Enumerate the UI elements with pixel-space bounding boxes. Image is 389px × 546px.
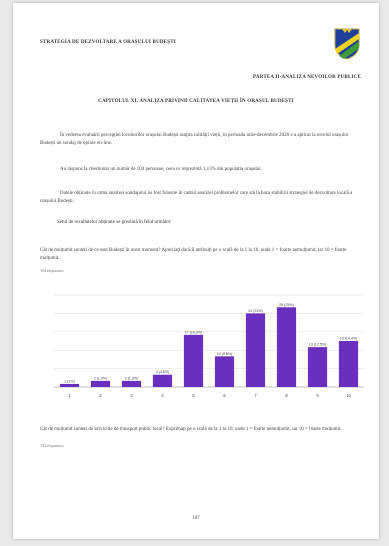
city-coat-of-arms-logo: [334, 28, 360, 60]
usage-paragraph: Datele obținute în urma analizei sondaju…: [40, 191, 353, 204]
bar: [245, 313, 266, 387]
bar-data-label: 10 (9,6%): [217, 352, 233, 356]
x-tick-label: 2: [99, 393, 102, 398]
bar: [214, 356, 235, 387]
bar-data-label: 4 (3,8%): [156, 370, 170, 374]
bar: [307, 347, 328, 387]
results-subheading: Setul de rezultatelor obținute se prezin…: [57, 220, 172, 225]
page-number: 107: [192, 516, 200, 521]
bar: [59, 383, 80, 387]
x-tick-label: 8: [285, 393, 288, 398]
bar: [338, 341, 359, 387]
chapter-title: CAPITOLUL XI. ANALIZA PRIVIND CALITATEA …: [98, 99, 294, 104]
bar-data-label: 26 (25%): [279, 303, 294, 307]
x-tick-label: 9: [316, 393, 319, 398]
bar-data-label: 24 (23%): [248, 309, 263, 313]
bar: [121, 380, 142, 387]
respondents-paragraph: Au răspuns la chestionar un număr de 104…: [60, 167, 262, 172]
question-2-text: Cât de mulțumit sunteți de serviciile de…: [40, 427, 342, 432]
header-title: STRATEGIA DE DEZVOLTARE A ORAȘULUI BUDEȘ…: [40, 40, 176, 45]
bar: [276, 307, 297, 387]
x-tick-label: 5: [192, 393, 195, 398]
section-title: PARTEA II-ANALIZA NEVOILOR PUBLICE: [253, 75, 361, 80]
bar-data-label: 17 (16,3%): [185, 330, 203, 334]
x-tick-label: 1: [68, 393, 71, 398]
bar: [90, 380, 111, 387]
question-2-responses: 104 răspunsuri: [40, 443, 64, 448]
bar-data-label: 2 (1,9%): [94, 376, 108, 380]
satisfaction-bar-chart: 1 (1%) 1 2 (1,9%) 2 2 (1,9%) 3 4 (3,8%) 4 17 (16…: [54, 294, 364, 398]
bar-data-label: 13 (12,5%): [309, 343, 327, 347]
document-page: STRATEGIA DE DEZVOLTARE A ORAȘULUI BUDEȘ…: [13, 3, 379, 539]
x-tick-label: 3: [130, 393, 133, 398]
x-tick-label: 6: [223, 393, 226, 398]
bar-data-label: 2 (1,9%): [125, 376, 139, 380]
x-tick-label: 10: [346, 393, 351, 398]
x-tick-label: 4: [161, 393, 164, 398]
question-1-text: Cât de mulțumit sunteți de ce este Budeș…: [40, 248, 347, 261]
bar-data-label: 15 (14,4%): [340, 337, 358, 341]
bar: [183, 334, 204, 387]
bar: [152, 374, 173, 387]
intro-paragraph: În vederea evaluării percepției locuitor…: [40, 133, 349, 146]
question-1-responses: 104 răspunsuri: [40, 268, 64, 273]
x-tick-label: 7: [254, 393, 257, 398]
bar-data-label: 1 (1%): [64, 379, 75, 383]
